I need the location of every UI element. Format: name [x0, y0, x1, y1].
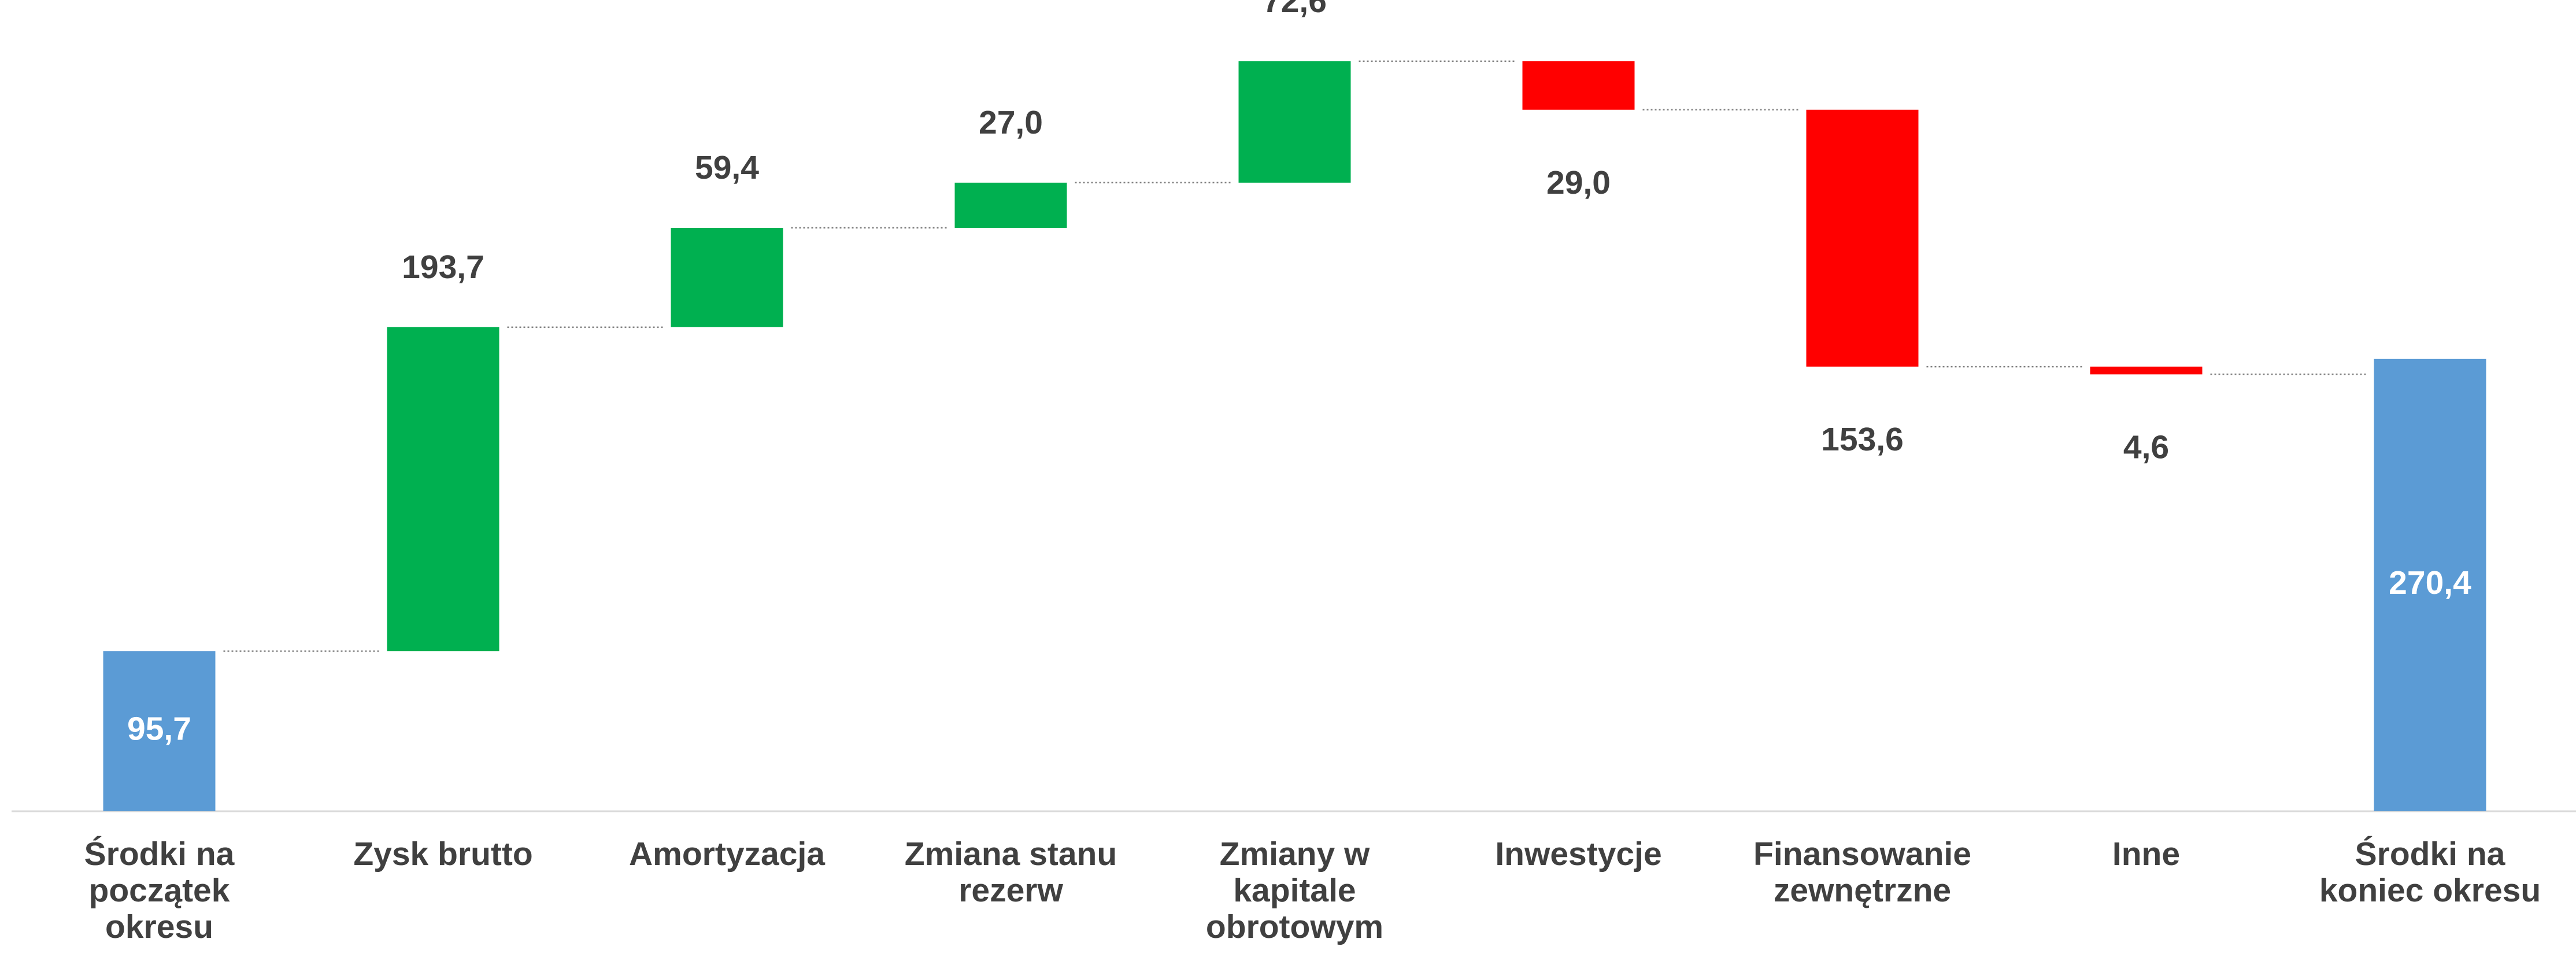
x-tick-label: Inne	[2112, 836, 2181, 873]
bar	[1522, 61, 1635, 110]
data-label: 153,6	[1821, 421, 1904, 458]
bar	[2374, 358, 2486, 811]
data-label: 27,0	[979, 104, 1043, 141]
bar	[1806, 109, 1919, 367]
x-tick-label: Amortyzacja	[629, 836, 825, 873]
data-label: 193,7	[402, 249, 484, 286]
x-tick-label: Środki na koniec okresu	[2319, 836, 2541, 909]
x-tick-label: Finansowanie zewnętrzne	[1753, 836, 1971, 909]
x-tick-label: Zmiany w kapitale obrotowym	[1205, 836, 1384, 945]
bar	[671, 227, 783, 327]
bar	[103, 651, 216, 811]
bar	[387, 327, 499, 652]
data-label: 29,0	[1546, 164, 1611, 201]
data-label: 270,4	[2389, 564, 2471, 601]
data-label: 59,4	[695, 149, 759, 186]
x-tick-label: Zmiana stanu rezerw	[904, 836, 1117, 909]
data-label: 72,6	[1263, 0, 1327, 20]
x-tick-label: Zysk brutto	[353, 836, 533, 873]
bar	[954, 182, 1067, 228]
data-label: 4,6	[2123, 428, 2169, 465]
data-label: 95,7	[127, 711, 191, 748]
x-tick-label: Środki na początek okresu	[84, 836, 235, 945]
bar	[2090, 367, 2203, 375]
x-tick-label: Inwestycje	[1495, 836, 1662, 873]
bar	[1238, 61, 1351, 183]
